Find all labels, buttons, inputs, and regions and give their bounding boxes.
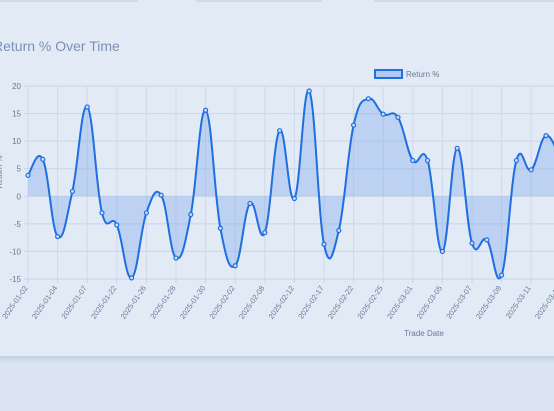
- data-point: [203, 107, 209, 113]
- x-tick-label: 2025-01-04: [30, 284, 59, 321]
- data-point: [40, 156, 46, 162]
- data-point: [84, 104, 90, 110]
- y-tick-label: -15: [9, 275, 21, 284]
- data-point: [380, 111, 386, 117]
- data-point: [454, 145, 460, 151]
- x-tick-label: 2025-02-08: [237, 284, 266, 321]
- x-tick-label: 2025-03-13: [533, 284, 554, 321]
- y-tick-label: -10: [9, 247, 21, 256]
- series-area-fill: [28, 90, 554, 279]
- data-point: [291, 195, 297, 202]
- data-point: [114, 222, 120, 228]
- data-point: [528, 167, 534, 173]
- y-tick-label: -5: [14, 220, 22, 229]
- x-tick-label: 2025-01-26: [119, 284, 148, 321]
- data-point: [69, 188, 76, 194]
- y-tick-label: 10: [12, 137, 21, 146]
- data-point: [173, 255, 179, 261]
- legend-label: Return %: [406, 70, 439, 79]
- y-tick-label: 5: [17, 165, 22, 174]
- data-point: [217, 225, 223, 231]
- data-point: [410, 157, 416, 164]
- data-point: [499, 272, 505, 278]
- data-point: [513, 157, 520, 164]
- x-tick-label: 2025-01-30: [178, 284, 207, 321]
- data-point: [232, 263, 238, 269]
- x-tick-label: 2025-03-05: [415, 284, 444, 321]
- data-point: [321, 241, 327, 247]
- x-tick-label: 2025-03-01: [385, 284, 414, 321]
- data-point: [99, 210, 105, 216]
- x-tick-label: 2025-03-09: [474, 284, 503, 321]
- data-point: [439, 248, 445, 255]
- data-point: [277, 128, 283, 134]
- data-point: [158, 192, 164, 198]
- card-top-border: [0, 0, 138, 2]
- data-point: [306, 88, 312, 94]
- y-axis-title: Return %: [0, 155, 4, 188]
- x-tick-label: 2025-02-22: [326, 284, 355, 321]
- data-point: [188, 211, 194, 218]
- data-point: [25, 172, 31, 178]
- data-point: [262, 230, 268, 236]
- x-tick-label: 2025-02-17: [296, 284, 325, 321]
- x-tick-label: 2025-03-07: [444, 284, 473, 321]
- legend-swatch: [374, 69, 403, 79]
- data-point: [247, 200, 253, 207]
- card-top-border: [196, 0, 322, 2]
- x-tick-label: 2025-01-28: [148, 284, 177, 321]
- x-tick-label: 2025-01-07: [59, 284, 88, 321]
- data-point: [469, 240, 475, 246]
- x-tick-label: 2025-02-02: [207, 284, 236, 321]
- data-point: [351, 122, 357, 128]
- y-tick-label: 0: [17, 192, 22, 201]
- y-tick-label: 20: [12, 82, 21, 91]
- series-line: [27, 89, 554, 280]
- data-point: [425, 157, 431, 164]
- x-tick-label: 2025-02-12: [267, 284, 296, 321]
- card-top-border: [374, 0, 554, 2]
- x-tick-label: 2025-01-22: [89, 284, 118, 321]
- data-point: [143, 210, 149, 216]
- chart-title: Return % Over Time: [0, 38, 120, 54]
- data-point: [54, 233, 61, 240]
- data-point: [484, 237, 490, 243]
- x-tick-label: 2025-01-02: [0, 284, 29, 321]
- x-axis-title: Trade Date: [404, 329, 444, 338]
- data-point: [543, 133, 549, 139]
- chart-card: [0, 0, 554, 2]
- data-point: [129, 275, 135, 281]
- x-tick-label: 2025-03-11: [504, 284, 533, 320]
- y-tick-label: 15: [12, 110, 21, 119]
- data-point: [336, 227, 342, 234]
- data-point: [365, 96, 371, 102]
- data-point: [395, 114, 401, 121]
- x-tick-label: 2025-02-25: [355, 284, 384, 321]
